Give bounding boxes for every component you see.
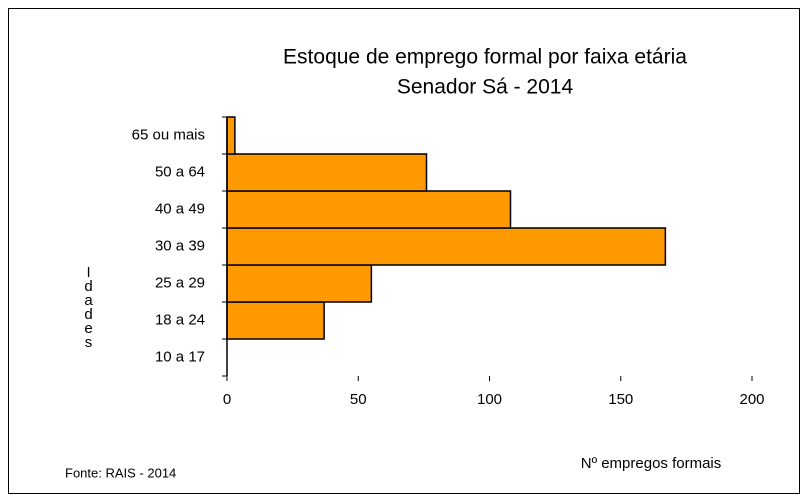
- y-tick-label: 30 a 39: [155, 237, 205, 254]
- source-note: Fonte: RAIS - 2014: [65, 465, 176, 480]
- x-tick-label: 50: [350, 391, 367, 408]
- bar: [226, 227, 667, 266]
- y-tick-label: 25 a 29: [155, 274, 205, 291]
- bar: [226, 153, 428, 192]
- bar: [226, 264, 373, 303]
- bar: [226, 190, 512, 229]
- x-tick-label: 100: [477, 391, 502, 408]
- bar: [226, 116, 236, 155]
- chart-subtitle: Senador Sá - 2014: [397, 76, 574, 99]
- y-tick-label: 65 ou mais: [132, 126, 205, 143]
- chart-title: Estoque de emprego formal por faixa etár…: [283, 46, 687, 69]
- y-tick-label: 10 a 17: [155, 348, 205, 365]
- x-tick-label: 200: [739, 391, 764, 408]
- bar: [226, 301, 325, 340]
- y-tick-label: 40 a 49: [155, 200, 205, 217]
- y-tick-label: 50 a 64: [155, 163, 205, 180]
- y-tick-label: 18 a 24: [155, 311, 205, 328]
- y-axis-label: Idades: [80, 264, 97, 348]
- x-tick-label: 0: [223, 391, 231, 408]
- x-axis-label: Nº empregos formais: [581, 455, 722, 472]
- x-tick-label: 150: [608, 391, 633, 408]
